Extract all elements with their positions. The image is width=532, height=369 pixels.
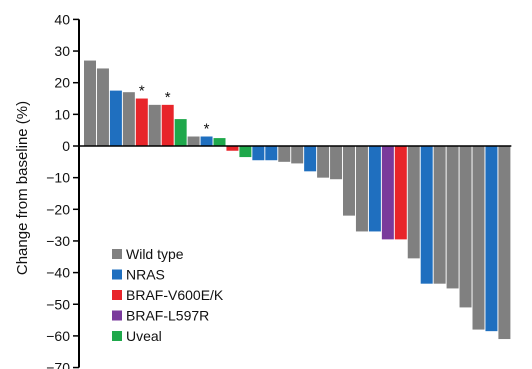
bar-2-wild — [96, 68, 109, 146]
legend-swatch-braf — [112, 290, 122, 300]
bar-3-nras — [109, 90, 122, 146]
bar-28-wild — [433, 146, 446, 284]
y-tick-label: −60 — [46, 328, 70, 344]
y-tick-label: −30 — [46, 233, 70, 249]
bar-7-braf — [161, 104, 174, 146]
bar-4-wild — [122, 92, 135, 146]
bar-9-wild — [187, 136, 200, 146]
bar-16-wild — [278, 146, 291, 162]
bar-31-wild — [472, 146, 485, 330]
bar-annotation: * — [165, 89, 171, 106]
bar-18-nras — [304, 146, 317, 172]
bar-14-nras — [252, 146, 265, 161]
y-axis-title: Change from baseline (%) — [14, 101, 31, 275]
legend-label-l597: BRAF-L597R — [126, 308, 209, 324]
bar-19-wild — [317, 146, 330, 178]
bar-27-nras — [420, 146, 433, 284]
bar-11-uveal — [213, 138, 226, 146]
bar-1-wild — [84, 60, 96, 146]
y-tick-label: 20 — [54, 75, 70, 91]
bar-29-wild — [446, 146, 459, 289]
bar-22-wild — [355, 146, 368, 232]
bar-15-nras — [265, 146, 278, 161]
y-tick-label: 0 — [62, 138, 70, 154]
y-tick-label: −40 — [46, 265, 70, 281]
bar-13-uveal — [239, 146, 252, 158]
annotations-layer: * * * — [139, 83, 210, 138]
y-tick-label: −20 — [46, 201, 70, 217]
bar-21-wild — [343, 146, 355, 216]
bar-20-wild — [330, 146, 343, 180]
bar-24-l597 — [381, 146, 394, 240]
bar-8-uveal — [174, 119, 187, 146]
legend-swatch-nras — [112, 269, 122, 280]
legend-label-wild: Wild type — [126, 246, 184, 262]
bar-5-braf — [135, 98, 148, 146]
legend-label-nras: NRAS — [126, 267, 165, 283]
bar-23-nras — [368, 146, 381, 232]
bar-25-braf — [394, 146, 407, 240]
bar-30-wild — [459, 146, 472, 308]
bar-33-wild — [498, 146, 511, 340]
y-tick-label: 30 — [54, 43, 70, 59]
bar-annotation: * — [204, 121, 210, 138]
legend: Wild type NRAS BRAF-V600E/K BRAF-L597R Uveal — [112, 246, 224, 344]
y-tick-label: −10 — [46, 170, 70, 186]
legend-label-uveal: Uveal — [126, 328, 162, 344]
legend-swatch-wild — [112, 249, 122, 259]
legend-label-braf: BRAF-V600E/K — [126, 287, 224, 303]
y-tick-label: 40 — [54, 11, 70, 27]
bar-17-wild — [291, 146, 304, 164]
bar-26-wild — [407, 146, 420, 259]
legend-swatch-uveal — [112, 331, 122, 341]
legend-swatch-l597 — [112, 310, 122, 321]
bar-annotation: * — [139, 83, 145, 100]
bar-12-braf — [226, 146, 239, 151]
bars-layer — [84, 60, 511, 340]
bar-10-nras — [200, 136, 213, 146]
bar-6-wild — [148, 104, 161, 146]
y-tick-label: −50 — [46, 296, 70, 312]
bar-32-nras — [485, 146, 498, 332]
y-tick-label: −70 — [46, 360, 70, 369]
y-axis: 40 30 20 10 0 −10 −20 −30 −40 −50 −60 −70 — [46, 11, 80, 369]
y-tick-label: 10 — [54, 106, 70, 122]
